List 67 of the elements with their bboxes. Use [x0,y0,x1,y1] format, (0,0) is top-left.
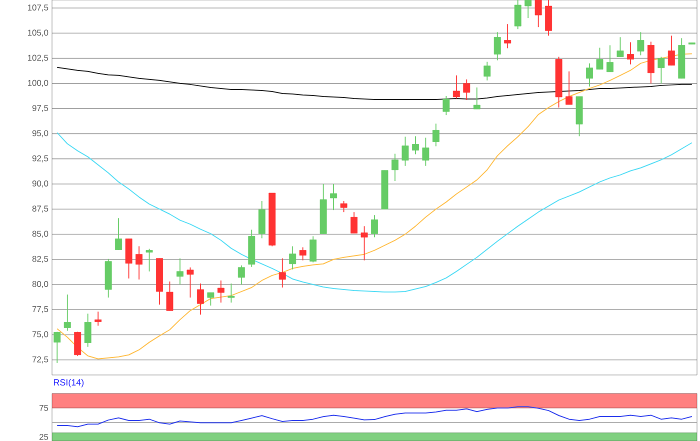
candlestick [514,0,522,30]
candlestick [310,236,317,263]
candlestick [658,56,665,84]
candlestick [176,258,184,285]
candlestick [596,47,604,70]
candlestick [350,212,358,234]
candlestick [238,264,245,285]
candlestick [299,246,306,261]
candlestick [94,311,102,326]
candlestick [412,136,419,155]
y-tick-label: 72,5 [32,356,48,364]
candlestick [392,153,398,182]
candlestick [360,226,368,261]
candlestick [402,136,409,166]
y-tick-label: 87,5 [32,206,48,213]
y-tick-label: 92,5 [32,155,48,162]
candlestick [136,246,143,280]
candlestick [166,281,174,312]
candlestick [473,87,480,110]
candlestick [217,280,224,304]
candlestick [606,44,614,72]
candlestick [64,294,71,332]
y-tick-label: 97,5 [32,105,48,112]
y-tick-label: 105,0 [28,30,48,37]
y-tick-label: 82,5 [32,256,48,263]
candlestick [616,36,624,58]
candlestick [186,266,194,298]
candlestick [84,313,92,348]
candlestick [330,184,338,211]
candlestick [484,61,491,81]
candlestick [371,214,378,238]
y-tick-label: 25 [39,434,48,440]
candlestick [228,283,235,304]
candlestick [432,123,440,147]
candlestick [74,331,82,356]
candlestick [146,248,153,272]
candlestick [54,331,61,364]
candlestick [586,62,593,87]
candlestick [207,292,214,306]
candlestick [442,96,450,116]
candlestick [626,42,634,65]
candlestick [494,32,501,61]
candlestick [566,70,573,105]
candlestick [504,24,512,49]
y-tick-label: 77,5 [32,306,48,314]
candlestick [637,32,644,56]
y-tick-label: 75,0 [32,331,48,338]
y-tick-label: 90,0 [32,180,48,188]
chart-title: RSI(14) [54,378,84,388]
candlestick [534,0,542,28]
candlestick [340,200,348,213]
y-tick-label: 85,0 [32,230,48,238]
y-tick-label: 80,0 [32,281,48,288]
candlestick [289,246,296,270]
y-tick-label: 107,5 [28,4,48,12]
candlestick [196,283,204,316]
candlestick [422,137,430,166]
candlestick [452,74,460,99]
candlestick [668,35,675,66]
candlestick [463,78,470,100]
y-tick-label: 75 [40,405,48,411]
y-tick-label: 95,0 [32,130,48,138]
y-tick-label: 102,5 [28,54,48,62]
y-tick-label: 100,0 [28,80,48,87]
candlestick [278,258,286,288]
candlestick [524,0,532,19]
candlestick [115,218,122,250]
